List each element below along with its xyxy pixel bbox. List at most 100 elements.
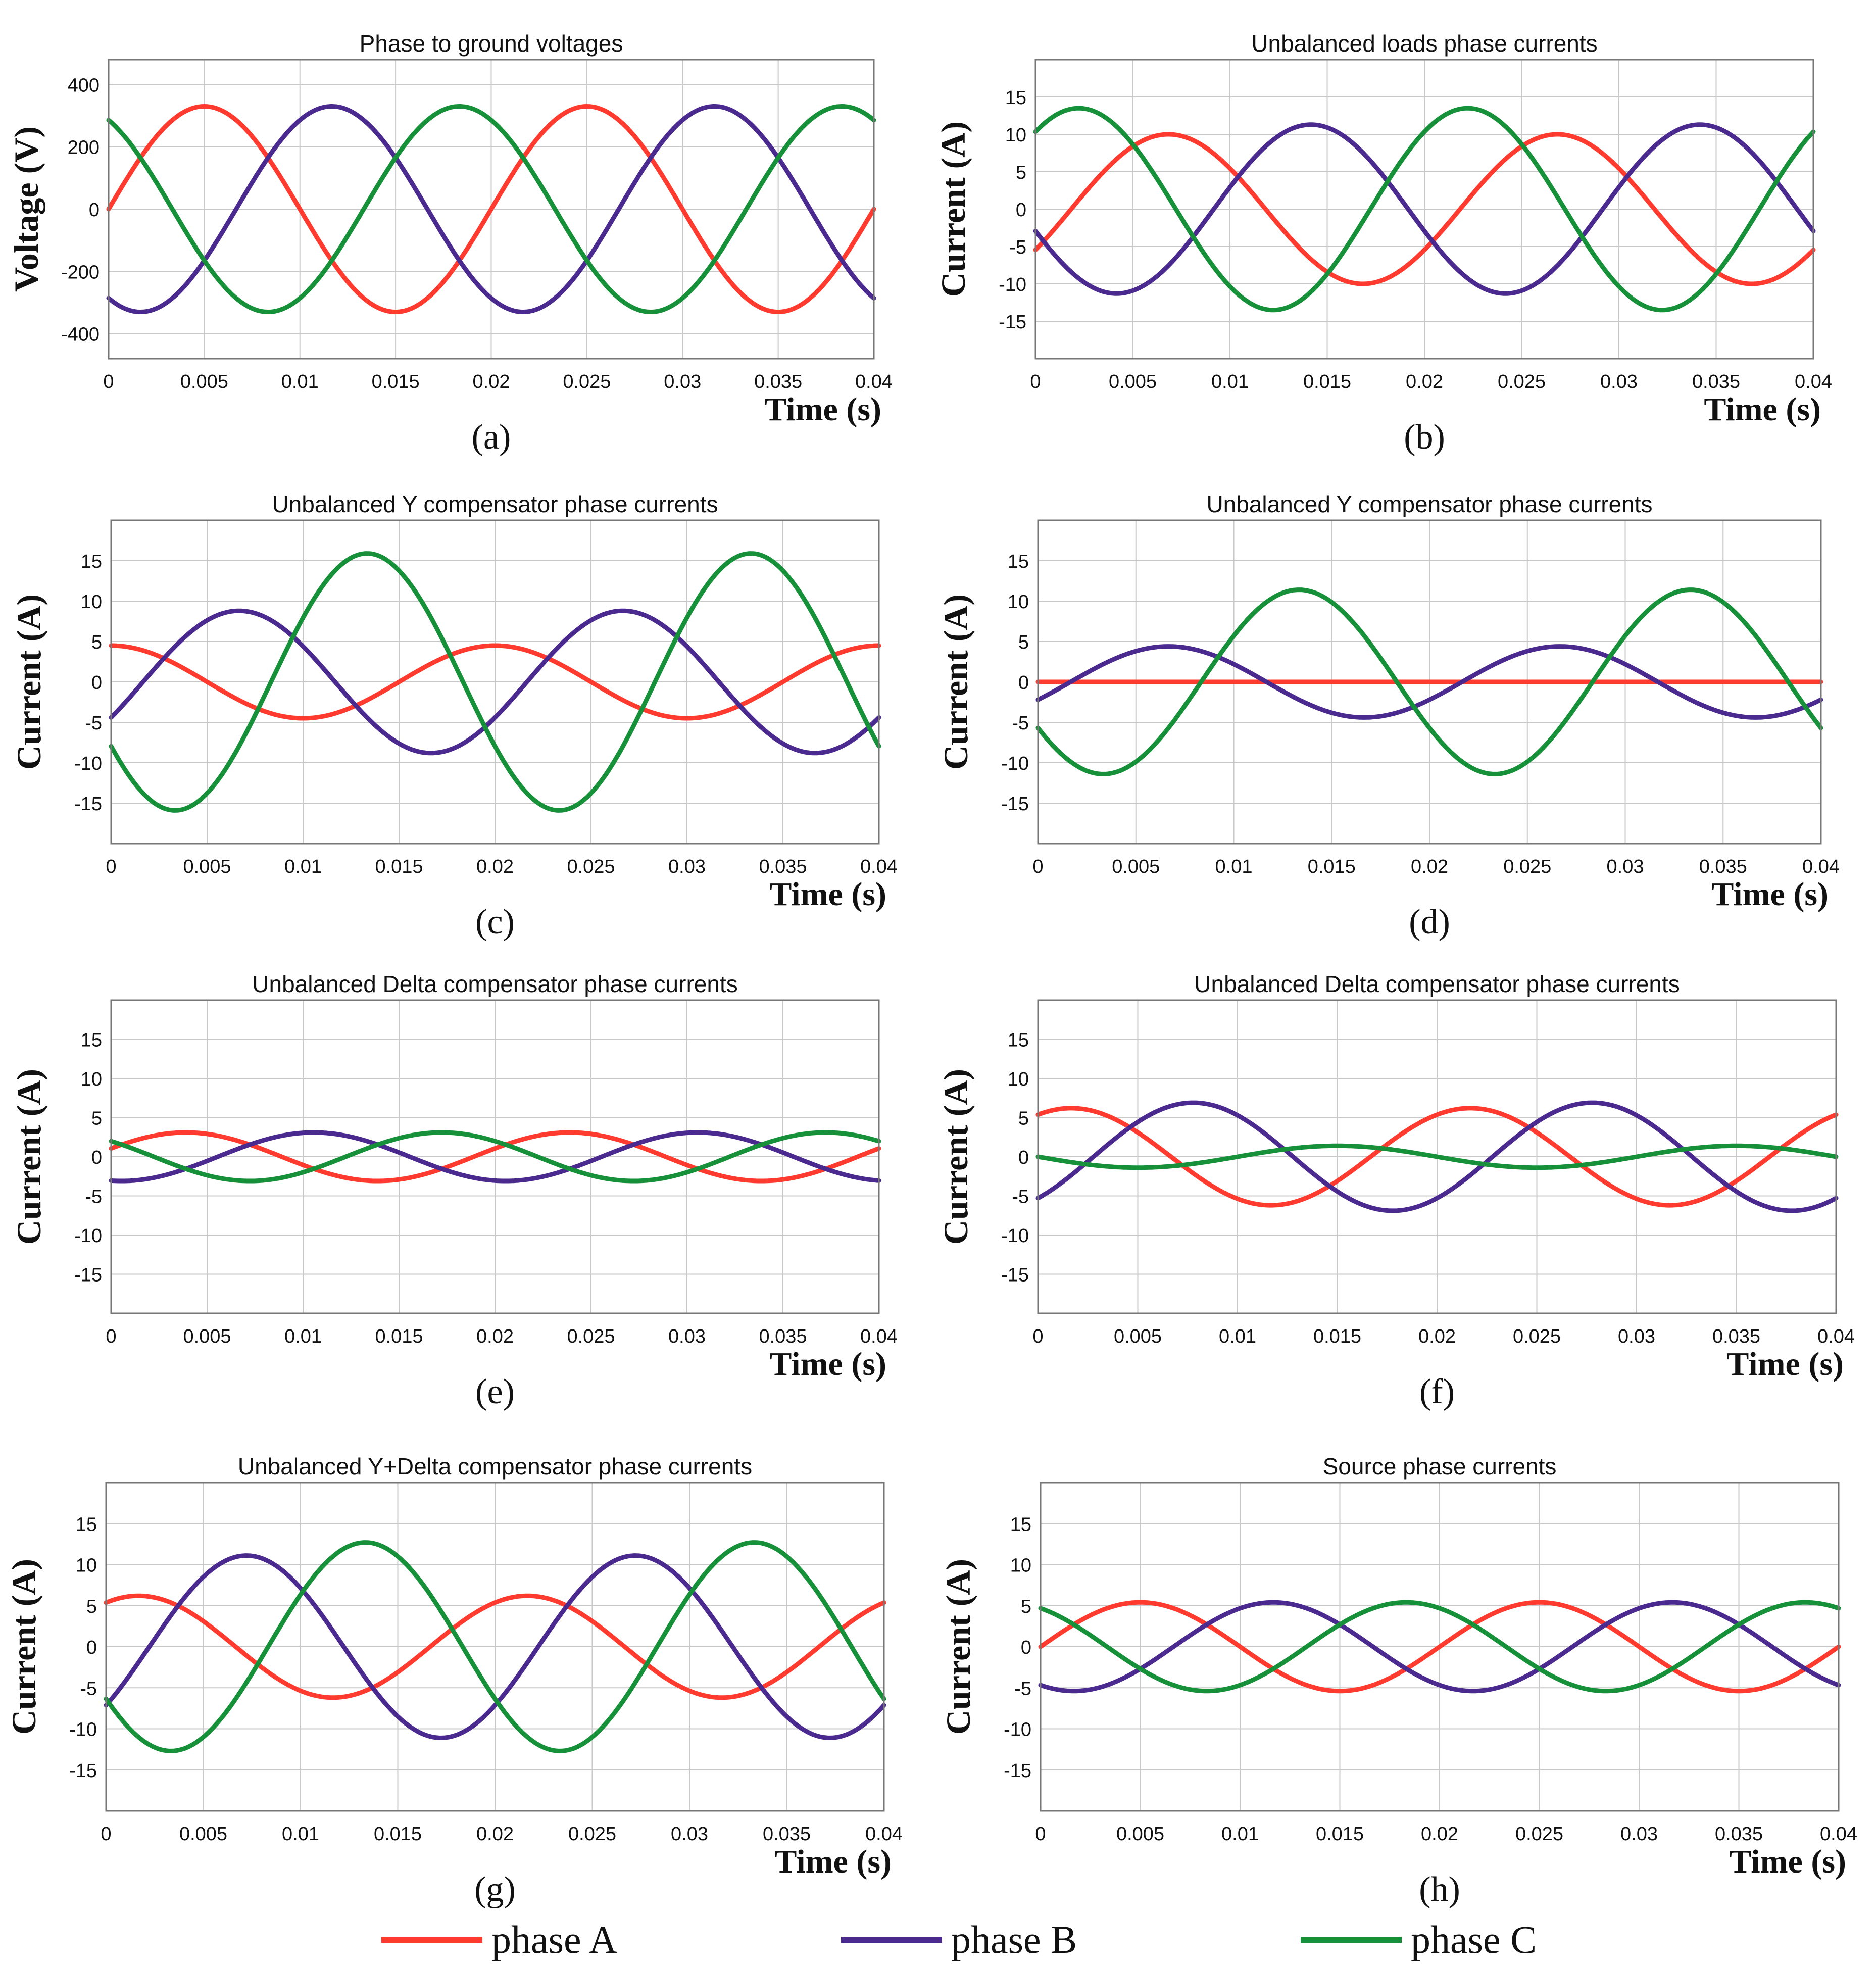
x-tick-label: 0.015 [1308,856,1356,877]
series-line-phase-a [109,1130,881,1184]
y-tick-label: -10 [74,1225,102,1247]
y-tick-label: -15 [1001,794,1029,815]
x-tick-label: 0.005 [183,856,231,877]
x-tick-label: 0.015 [1313,1326,1361,1347]
x-tick-label: 0.025 [567,1326,615,1347]
panel-label: (c) [475,903,515,942]
axes-frame [110,999,880,1314]
chart-title: Unbalanced Y+Delta compensator phase cur… [238,1453,752,1480]
y-tick-label: 0 [91,1147,102,1168]
axes-frame [1034,59,1814,360]
x-tick-label: 0.04 [860,856,898,877]
x-tick-label: 0.03 [668,856,706,877]
panel-label: (g) [474,1870,516,1909]
x-tick-label: 0.04 [1817,1326,1855,1347]
x-tick-label: 0 [101,1824,111,1845]
x-tick-label: 0.005 [180,371,228,392]
series-line-phase-c [1038,1600,1841,1694]
chart-panel-a: Phase to ground voltages 0 0.005 0.01 0.015 0… [7,30,893,457]
chart-title: Unbalanced Y compensator phase currents [272,491,718,517]
x-tick-label: 0.005 [1114,1326,1162,1347]
y-tick-label: 10 [1008,592,1029,613]
series-line-phase-b [1038,1600,1841,1694]
chart-panel-c: Unbalanced Y compensator phase currents 0… [10,491,898,942]
y-tick-label: 15 [81,551,102,572]
x-tick-label: 0.01 [1221,1824,1259,1845]
y-tick-label: 0 [1018,672,1029,694]
y-tick-label: 400 [68,75,100,96]
y-axis-label: Voltage (V) [7,126,45,292]
x-tick-label: 0.015 [375,856,423,877]
chart-title: Source phase currents [1323,1453,1557,1480]
x-tick-label: 0.03 [1618,1326,1655,1347]
chart-panel-d: Unbalanced Y compensator phase currents 0… [936,491,1840,942]
panel-label: (h) [1419,1870,1460,1909]
y-tick-label: -5 [85,1187,102,1208]
x-tick-label: 0.01 [281,371,319,392]
y-tick-label: 0 [1018,1147,1029,1168]
x-tick-label: 0.02 [1418,1326,1456,1347]
x-tick-label: 0.025 [568,1824,616,1845]
series-line-phase-b [1035,644,1823,720]
x-tick-label: 0.03 [1600,371,1638,392]
y-tick-label: -5 [80,1678,97,1699]
chart-panel-f: Unbalanced Delta compensator phase curre… [936,971,1855,1411]
x-axis-label: Time (s) [774,1843,892,1880]
x-tick-label: 0.04 [1802,856,1840,877]
series-line-phase-b [106,104,876,314]
series-line-phase-c [109,1130,881,1184]
x-tick-label: 0.01 [284,856,322,877]
series-line-phase-b [109,1130,881,1184]
y-tick-label: -15 [74,1265,102,1286]
legend: phase A phase B phase C [381,1917,1537,1961]
y-tick-label: -10 [74,753,102,774]
x-tick-label: 0.005 [1116,1824,1164,1845]
panel-label: (f) [1419,1372,1455,1411]
y-tick-label: 15 [81,1030,102,1051]
x-tick-label: 0.02 [476,1326,514,1347]
x-tick-label: 0.02 [473,371,510,392]
y-tick-label: 10 [76,1555,97,1576]
y-axis-label: Current (A) [936,1069,975,1245]
y-tick-label: -15 [74,794,102,815]
y-tick-label: 5 [1018,1108,1029,1129]
x-tick-label: 0 [106,856,116,877]
x-tick-label: 0.01 [1215,856,1253,877]
y-tick-label: -5 [1014,1678,1031,1699]
chart-title: Unbalanced loads phase currents [1251,30,1597,57]
x-axis-label: Time (s) [1711,876,1829,913]
y-tick-label: -400 [61,324,100,346]
x-tick-label: 0 [106,1326,116,1347]
series-line-phase-c [1033,106,1816,313]
y-tick-label: -5 [1012,1187,1029,1208]
x-tick-label: 0.015 [375,1326,423,1347]
x-axis-label: Time (s) [1726,1346,1844,1383]
legend-label: phase C [1411,1917,1537,1961]
legend-label: phase A [491,1917,617,1961]
y-tick-label: 10 [1010,1555,1031,1576]
chart-panel-h: Source phase currents 0 0.005 0.01 0.015 0.02… [939,1453,1857,1909]
x-tick-label: 0.03 [1607,856,1644,877]
x-tick-label: 0.035 [1699,856,1747,877]
x-tick-label: 0.02 [1421,1824,1458,1845]
y-tick-label: 0 [86,1637,97,1658]
y-axis-label: Current (A) [10,1069,48,1245]
y-tick-label: -15 [69,1760,97,1782]
x-tick-label: 0.04 [860,1326,898,1347]
y-tick-label: 15 [1008,551,1029,572]
series-line-phase-c [104,1540,886,1753]
x-tick-label: 0.01 [1211,371,1249,392]
x-axis-label: Time (s) [764,391,881,428]
x-tick-label: 0.005 [179,1824,227,1845]
series-line-phase-a [1033,132,1816,286]
panel-label: (d) [1409,903,1450,942]
y-tick-label: 0 [1016,200,1026,221]
x-tick-label: 0.03 [668,1326,706,1347]
series-line-phase-c [106,104,876,314]
x-tick-label: 0.025 [1498,371,1546,392]
series-line-phase-a [1038,1600,1841,1694]
y-tick-label: 0 [89,200,100,221]
y-tick-label: 5 [1021,1596,1031,1617]
x-tick-label: 0.01 [1219,1326,1256,1347]
